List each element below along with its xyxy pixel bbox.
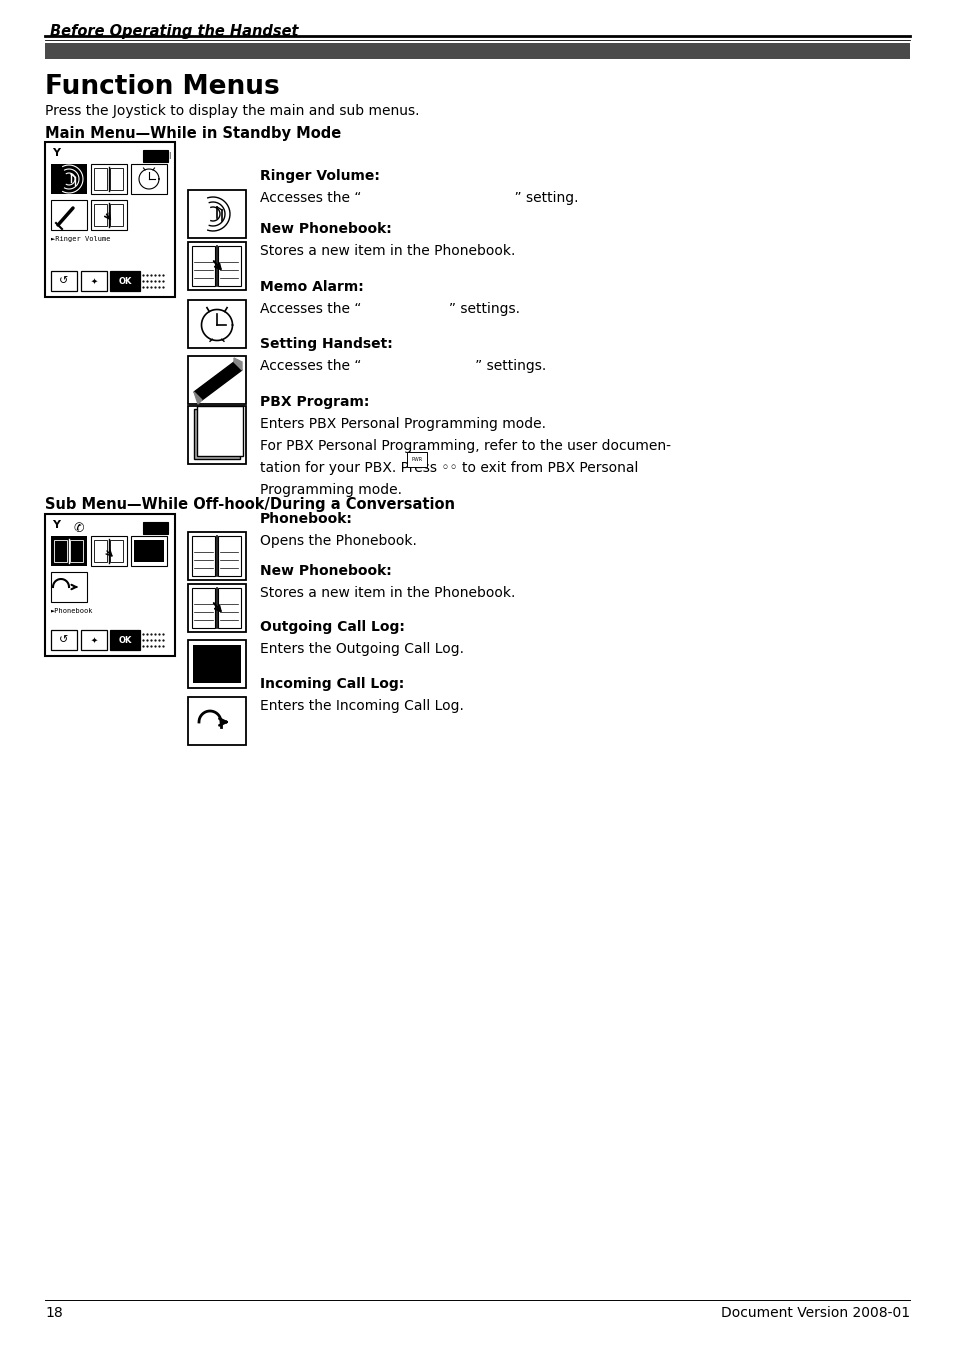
Text: Stores a new item in the Phonebook.: Stores a new item in the Phonebook. bbox=[260, 585, 515, 600]
Text: Opens the Phonebook.: Opens the Phonebook. bbox=[260, 534, 416, 548]
Text: Main Menu—While in Standby Mode: Main Menu—While in Standby Mode bbox=[45, 126, 341, 141]
Bar bbox=[94, 539, 107, 562]
Bar bbox=[51, 572, 87, 602]
Text: Memo Alarm:: Memo Alarm: bbox=[260, 280, 363, 293]
Text: ✦: ✦ bbox=[91, 635, 97, 645]
Bar bbox=[81, 630, 107, 650]
Bar bbox=[94, 168, 107, 191]
Bar bbox=[133, 539, 164, 562]
Bar bbox=[51, 200, 87, 230]
Bar bbox=[51, 535, 87, 566]
Text: Sub Menu—While Off-hook/During a Conversation: Sub Menu—While Off-hook/During a Convers… bbox=[45, 498, 455, 512]
Polygon shape bbox=[233, 358, 242, 370]
Bar bbox=[196, 406, 243, 456]
Text: Enters the Incoming Call Log.: Enters the Incoming Call Log. bbox=[260, 699, 463, 713]
Bar bbox=[193, 645, 241, 683]
Text: ↺: ↺ bbox=[59, 635, 69, 645]
Bar bbox=[192, 588, 214, 627]
Bar bbox=[110, 204, 123, 226]
Text: ↺: ↺ bbox=[59, 276, 69, 287]
Bar bbox=[188, 406, 246, 464]
Bar bbox=[51, 164, 87, 193]
Text: Accesses the “                    ” settings.: Accesses the “ ” settings. bbox=[260, 301, 519, 316]
Bar bbox=[70, 539, 83, 562]
Bar bbox=[143, 522, 168, 534]
Text: ►Ringer Volume: ►Ringer Volume bbox=[51, 237, 111, 242]
Text: Function Menus: Function Menus bbox=[45, 74, 279, 100]
Bar bbox=[45, 43, 909, 59]
Bar bbox=[188, 584, 246, 631]
Bar bbox=[188, 242, 246, 289]
Bar bbox=[218, 588, 241, 627]
Text: ✦: ✦ bbox=[91, 277, 97, 285]
Bar bbox=[188, 356, 246, 404]
Text: Setting Handset:: Setting Handset: bbox=[260, 337, 393, 352]
Text: ►Phonebook: ►Phonebook bbox=[51, 608, 93, 614]
Text: Y: Y bbox=[52, 521, 60, 530]
Text: Enters the Outgoing Call Log.: Enters the Outgoing Call Log. bbox=[260, 642, 463, 656]
Text: For PBX Personal Programming, refer to the user documen-: For PBX Personal Programming, refer to t… bbox=[260, 439, 670, 453]
Bar bbox=[110, 630, 140, 650]
Text: New Phonebook:: New Phonebook: bbox=[260, 222, 392, 237]
Bar bbox=[54, 539, 67, 562]
Bar bbox=[51, 630, 77, 650]
Bar bbox=[131, 164, 167, 193]
Bar bbox=[193, 410, 240, 458]
Bar bbox=[45, 514, 174, 656]
Bar bbox=[188, 300, 246, 347]
Bar bbox=[131, 535, 167, 566]
Text: 18: 18 bbox=[45, 1306, 63, 1320]
Bar bbox=[110, 539, 123, 562]
Bar bbox=[110, 168, 123, 191]
Polygon shape bbox=[193, 392, 202, 404]
Text: PBX Program:: PBX Program: bbox=[260, 395, 369, 410]
Text: tation for your PBX. Press ◦◦ to exit from PBX Personal: tation for your PBX. Press ◦◦ to exit fr… bbox=[260, 461, 638, 475]
Bar bbox=[188, 531, 246, 580]
Text: Incoming Call Log:: Incoming Call Log: bbox=[260, 677, 404, 691]
Text: Stores a new item in the Phonebook.: Stores a new item in the Phonebook. bbox=[260, 243, 515, 258]
Bar bbox=[91, 164, 127, 193]
Bar bbox=[81, 270, 107, 291]
Bar bbox=[407, 452, 427, 466]
Text: OK: OK bbox=[118, 635, 132, 645]
Text: Y: Y bbox=[52, 147, 60, 158]
Text: Phonebook:: Phonebook: bbox=[260, 512, 353, 526]
Bar bbox=[51, 270, 77, 291]
Bar bbox=[192, 535, 214, 576]
Bar bbox=[188, 639, 246, 688]
Text: Accesses the “                          ” settings.: Accesses the “ ” settings. bbox=[260, 360, 546, 373]
Bar bbox=[192, 246, 214, 287]
Text: Press the Joystick to display the main and sub menus.: Press the Joystick to display the main a… bbox=[45, 104, 419, 118]
Bar bbox=[188, 698, 246, 745]
Text: Document Version 2008-01: Document Version 2008-01 bbox=[720, 1306, 909, 1320]
Text: Outgoing Call Log:: Outgoing Call Log: bbox=[260, 621, 404, 634]
Bar bbox=[188, 191, 246, 238]
Bar bbox=[143, 150, 168, 162]
Text: ✆: ✆ bbox=[73, 522, 84, 535]
Bar bbox=[91, 200, 127, 230]
Bar bbox=[91, 535, 127, 566]
Text: OK: OK bbox=[118, 277, 132, 285]
Text: Enters PBX Personal Programming mode.: Enters PBX Personal Programming mode. bbox=[260, 416, 545, 431]
Text: |: | bbox=[168, 153, 171, 160]
Bar bbox=[218, 535, 241, 576]
Text: Ringer Volume:: Ringer Volume: bbox=[260, 169, 379, 183]
Bar bbox=[110, 270, 140, 291]
Polygon shape bbox=[193, 362, 242, 400]
Bar bbox=[218, 246, 241, 287]
Bar bbox=[94, 204, 107, 226]
Text: PWR: PWR bbox=[411, 457, 422, 462]
Text: Before Operating the Handset: Before Operating the Handset bbox=[50, 24, 298, 39]
Bar bbox=[45, 142, 174, 297]
Text: Accesses the “                                   ” setting.: Accesses the “ ” setting. bbox=[260, 191, 578, 206]
Text: New Phonebook:: New Phonebook: bbox=[260, 564, 392, 579]
Text: Programming mode.: Programming mode. bbox=[260, 483, 401, 498]
